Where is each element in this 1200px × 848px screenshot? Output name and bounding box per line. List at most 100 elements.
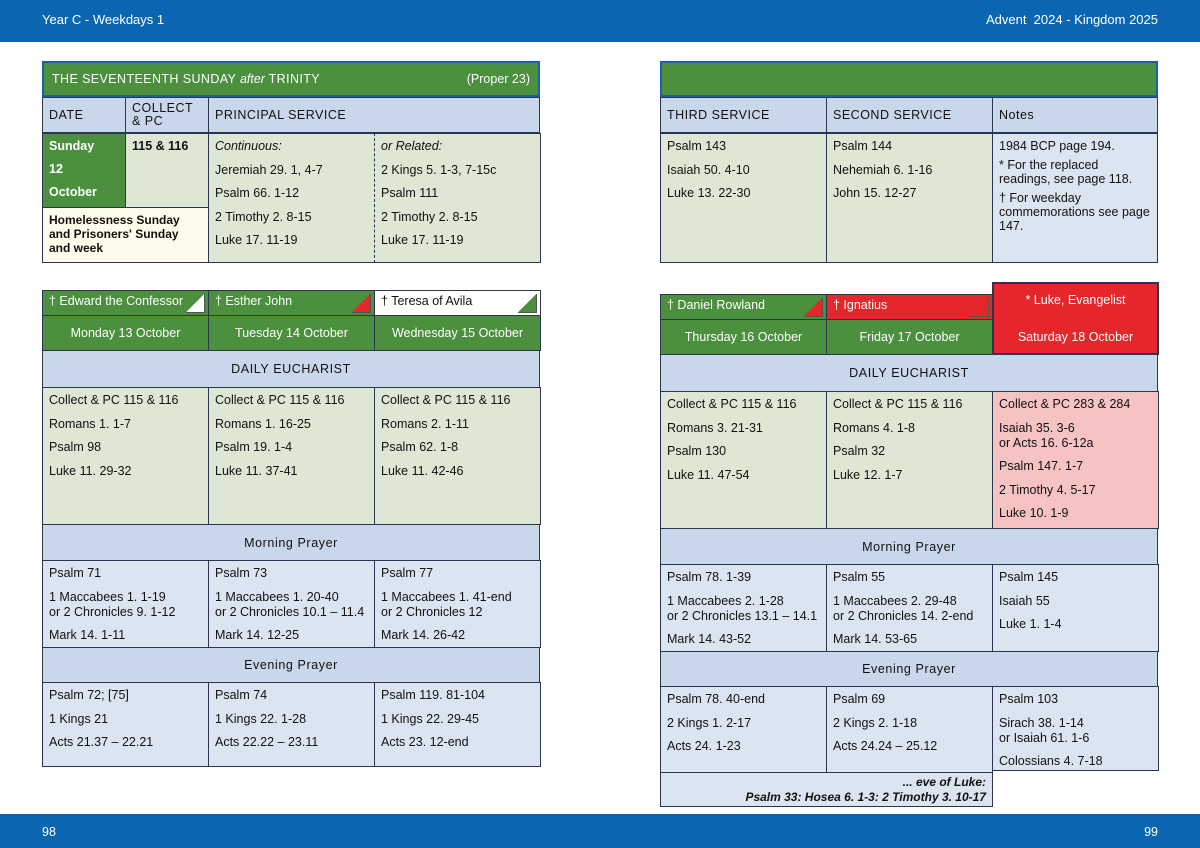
principal-cell: Continuous: Jeremiah 29. 1, 4-7 Psalm 66. … <box>208 133 375 263</box>
page-number: 98 <box>42 825 56 839</box>
reading: 1 Kings 21 <box>49 711 109 726</box>
evening-cell: Psalm 72; [75] 1 Kings 21 Acts 21.37 – 22.… <box>42 682 209 767</box>
reading: Luke 17. 11-19 <box>215 233 298 247</box>
morning-cell: Psalm 145 Isaiah 55 Luke 1. 1-4 <box>992 564 1159 652</box>
evening-cell: Psalm 103 Sirach 38. 1-14 or Isaiah 61. 1-… <box>992 686 1159 771</box>
reading: Psalm 111 <box>381 186 439 200</box>
reading: 2 Kings 5. 1-3, 7-15c <box>381 162 497 177</box>
note-cell: Homelessness Sunday and Prisoners' Sunda… <box>42 207 209 263</box>
header-left: Year C - Weekdays 1 <box>42 12 165 27</box>
reading: Nehemiah 6. 1-16 <box>833 162 933 177</box>
title-text: TRINITY <box>268 72 321 86</box>
commemoration-icon <box>186 294 205 313</box>
reading-group: Isaiah 35. 3-6 or Acts 16. 6-12a <box>999 421 1152 451</box>
reading: Psalm 74 <box>215 688 268 702</box>
reading: Isaiah 35. 3-6 <box>999 420 1075 435</box>
reading: Isaiah 55 <box>999 593 1050 608</box>
reading: Luke 1. 1-4 <box>999 617 1062 631</box>
header-text: THIRD SERVICE <box>667 107 770 122</box>
reading: Romans 2. 1-11 <box>381 416 470 431</box>
reading: 1 Maccabees 1. 1-19 <box>49 589 166 604</box>
reading: Psalm 78. 1-39 <box>667 570 752 584</box>
reading: Psalm 103 <box>999 692 1059 706</box>
reading: Mark 14. 12-25 <box>215 628 300 642</box>
eucharist-cell: Collect & PC 283 & 284 Isaiah 35. 3-6 or A… <box>992 391 1159 529</box>
commemoration-cell: † Esther John <box>208 290 375 316</box>
header-text: DATE <box>49 107 84 122</box>
reading: Romans 1. 1-7 <box>49 416 131 431</box>
evening-cell: Psalm 119. 81-104 1 Kings 22. 29-45 Acts 2… <box>374 682 541 767</box>
reading: or 2 Chronicles 9. 1-12 <box>49 604 176 619</box>
eucharist-cell: Collect & PC 115 & 116 Romans 1. 16-25 Psa… <box>208 387 375 525</box>
commemoration-cell: † Ignatius <box>826 294 993 320</box>
reading: or Isaiah 61. 1-6 <box>999 730 1090 745</box>
reading: Jeremiah 29. 1, 4-7 <box>215 162 323 177</box>
reading-group: 1 Maccabees 1. 20-40 or 2 Chronicles 10.1… <box>215 590 368 620</box>
reading: or 2 Chronicles 10.1 – 11.4 <box>215 604 365 619</box>
reading: 1 Kings 22. 1-28 <box>215 711 307 726</box>
day-date: Wednesday 15 October <box>391 326 524 340</box>
reading: 2 Timothy 2. 8-15 <box>215 209 312 224</box>
note: * For the replaced readings, see page 11… <box>999 158 1133 186</box>
reading: Luke 11. 47-54 <box>667 467 750 482</box>
label-text: Morning Prayer <box>862 539 956 554</box>
reading: Psalm 144 <box>833 139 893 153</box>
sunday-title-bar <box>660 61 1158 97</box>
reading: October <box>49 185 97 199</box>
reading: Luke 12. 1-7 <box>833 467 903 482</box>
day-date: Thursday 16 October <box>684 330 803 344</box>
reading: Romans 3. 21-31 <box>667 420 763 435</box>
column-header: Notes <box>992 97 1158 133</box>
date-cell: Thursday 16 October <box>660 319 827 355</box>
reading: Psalm 19. 1-4 <box>215 440 293 454</box>
morning-cell: Psalm 71 1 Maccabees 1. 1-19 or 2 Chronicl… <box>42 560 209 648</box>
reading: Romans 1. 16-25 <box>215 416 311 431</box>
eucharist-cell: Collect & PC 115 & 116 Romans 1. 1-7 Psalm… <box>42 387 209 525</box>
reading: Mark 14. 26-42 <box>381 628 466 642</box>
label-text: Evening Prayer <box>244 658 338 672</box>
sunday-title: THE SEVENTEENTH SUNDAY after TRINITY <box>52 72 467 86</box>
date-cell: Tuesday 14 October <box>208 315 375 351</box>
reading: 2 Kings 1. 2-17 <box>667 715 752 730</box>
commemoration-icon <box>352 294 371 313</box>
reading-group: 1 Maccabees 1. 41-end or 2 Chronicles 12 <box>381 590 534 620</box>
day-date: Monday 13 October <box>70 326 181 340</box>
eucharist-cell: Collect & PC 115 & 116 Romans 4. 1-8 Psalm… <box>826 391 993 529</box>
reading: or 2 Chronicles 12 <box>381 604 483 619</box>
reading: Luke 13. 22-30 <box>667 186 751 200</box>
header-text: COLLECT & PC <box>132 101 193 128</box>
reading: 2 Timothy 2. 8-15 <box>381 209 478 224</box>
reading: 1 Maccabees 1. 41-end <box>381 589 512 604</box>
reading: Collect & PC 283 & 284 <box>999 397 1131 411</box>
reading-group: 1 Maccabees 2. 29-48 or 2 Chronicles 14. … <box>833 594 986 624</box>
date-cell: Monday 13 October <box>42 315 209 351</box>
title-text: after <box>239 72 265 86</box>
commemoration-cell: † Edward the Confessor <box>42 290 209 316</box>
eve-line: Psalm 33: Hosea 6. 1-3: 2 Timothy 3. 10-… <box>745 790 986 804</box>
reading: Luke 10. 1-9 <box>999 506 1069 520</box>
reading: 12 <box>49 162 63 176</box>
title-text: THE SEVENTEENTH SUNDAY <box>52 72 237 86</box>
reading: Acts 21.37 – 22.21 <box>49 735 154 749</box>
reading: Luke 11. 29-32 <box>49 463 132 478</box>
header-bar: Year C - Weekdays 1 Advent 2024 - Kingdom… <box>0 0 1200 42</box>
header-text: PRINCIPAL SERVICE <box>215 107 347 122</box>
section-label: Morning Prayer <box>42 524 540 561</box>
day-date: Saturday 18 October <box>1017 330 1134 344</box>
section-label: DAILY EUCHARIST <box>660 354 1158 392</box>
commemoration: † Teresa of Avila <box>381 294 473 308</box>
reading: Psalm 147. 1-7 <box>999 459 1084 473</box>
reading-group: Sirach 38. 1-14 or Isaiah 61. 1-6 <box>999 716 1152 746</box>
header-text: SECOND SERVICE <box>833 107 952 122</box>
reading: Collect & PC 115 & 116 <box>381 393 511 407</box>
day-date: Tuesday 14 October <box>235 326 348 340</box>
reading: Psalm 66. 1-12 <box>215 186 300 200</box>
principal-cell: or Related: 2 Kings 5. 1-3, 7-15c Psalm 11… <box>374 133 541 263</box>
reading: Mark 14. 53-65 <box>833 632 918 646</box>
reading: Psalm 77 <box>381 566 434 580</box>
reading: Psalm 71 <box>49 566 102 580</box>
reading: or Related: <box>381 139 443 153</box>
commemoration: † Edward the Confessor <box>49 294 184 308</box>
reading: Collect & PC 115 & 116 <box>215 393 345 407</box>
